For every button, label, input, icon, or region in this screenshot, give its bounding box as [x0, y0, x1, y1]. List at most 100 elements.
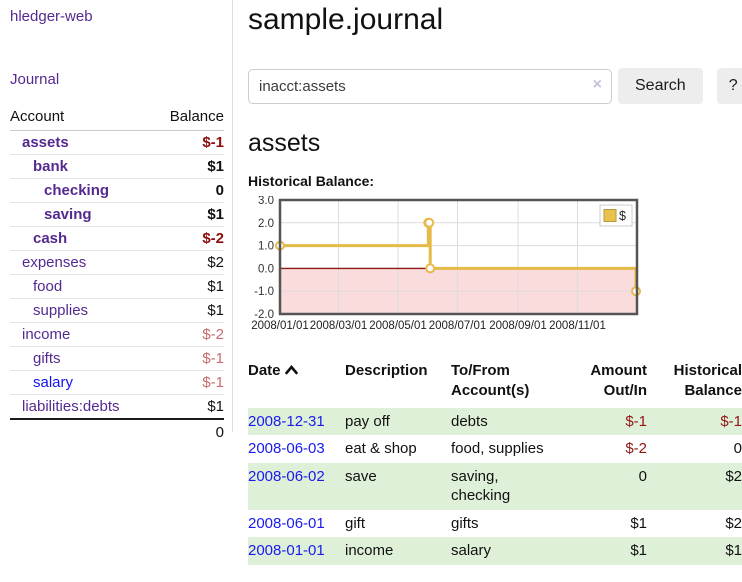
transaction-accounts: food, supplies — [451, 440, 544, 457]
transaction-amount: $-2 — [625, 440, 647, 457]
svg-text:3.0: 3.0 — [258, 196, 274, 207]
transaction-date-link[interactable]: 2008-06-01 — [248, 514, 325, 532]
accounts-header-balance: Balance — [153, 105, 224, 131]
transaction-amount: $1 — [630, 542, 647, 559]
transaction-date-link[interactable]: 2008-06-03 — [248, 440, 325, 457]
search-input[interactable] — [248, 68, 612, 104]
account-row: liabilities:debts $1 — [10, 394, 224, 420]
account-link-salary[interactable]: salary — [33, 374, 74, 391]
transaction-balance: $-1 — [720, 412, 742, 430]
main-content: sample.journal × Search ? assets Histori… — [233, 0, 742, 565]
transaction-balance: $2 — [725, 467, 742, 485]
svg-text:2.0: 2.0 — [258, 218, 274, 230]
search-bar: × Search ? — [248, 68, 742, 104]
account-link-food[interactable]: food — [33, 278, 63, 295]
transaction-balance: $1 — [725, 542, 742, 559]
transaction-amount: $1 — [630, 514, 647, 532]
account-balance: $-2 — [153, 322, 224, 347]
svg-text:2008/09/01: 2008/09/01 — [489, 320, 547, 332]
transaction-date-link[interactable]: 2008-06-02 — [248, 467, 325, 485]
account-link-assets[interactable]: assets — [22, 134, 69, 151]
transaction-balance: $2 — [725, 514, 742, 532]
transaction-date-link[interactable]: 2008-12-31 — [248, 412, 325, 430]
transaction-description: eat & shop — [345, 440, 417, 457]
account-link-income[interactable]: income — [22, 326, 71, 343]
search-button[interactable]: Search — [618, 68, 703, 104]
transaction-accounts: debts — [451, 412, 488, 430]
accounts-total-value: 0 — [153, 418, 224, 444]
sidebar: hledger-web Journal Account Balance asse… — [0, 0, 233, 444]
register-row: 2008-12-31 pay off debts $-1 $-1 — [248, 407, 742, 435]
help-button[interactable]: ? — [716, 68, 742, 104]
transaction-accounts: gifts — [451, 514, 479, 532]
transaction-amount: $-1 — [625, 412, 647, 430]
account-row: supplies $1 — [10, 298, 224, 323]
transaction-description: pay off — [345, 412, 390, 430]
transaction-amount: 0 — [638, 467, 647, 485]
account-balance: $-1 — [153, 346, 224, 371]
accounts-table: Account Balance assets $-1 bank $1 check… — [10, 105, 224, 444]
svg-text:2008/01/01: 2008/01/01 — [251, 320, 309, 332]
account-link-gifts[interactable]: gifts — [33, 350, 61, 367]
account-row: checking 0 — [10, 178, 224, 203]
accounts-header-row: Account Balance — [10, 105, 224, 131]
svg-text:2008/03/01: 2008/03/01 — [310, 320, 368, 332]
account-row: assets $-1 — [10, 130, 224, 155]
account-link-liabilities-debts[interactable]: liabilities:debts — [22, 398, 120, 415]
account-balance: $1 — [153, 298, 224, 323]
transaction-accounts: saving, checking — [451, 467, 511, 505]
account-row: cash $-2 — [10, 226, 224, 251]
chart-title: Historical Balance: — [248, 173, 375, 189]
transaction-date-link[interactable]: 2008-01-01 — [248, 542, 325, 559]
svg-text:-2.0: -2.0 — [254, 309, 274, 321]
account-link-saving[interactable]: saving — [44, 206, 92, 223]
register-header-amount: Amount Out/In — [590, 362, 647, 400]
app-title[interactable]: hledger-web — [10, 8, 93, 25]
account-balance: $2 — [153, 250, 224, 275]
sidebar-item-journal[interactable]: Journal — [10, 71, 60, 88]
page-title: sample.journal — [248, 3, 444, 36]
account-link-supplies[interactable]: supplies — [33, 302, 89, 319]
page: hledger-web Journal Account Balance asse… — [0, 0, 742, 565]
account-link-checking[interactable]: checking — [44, 182, 110, 199]
account-row: bank $1 — [10, 154, 224, 179]
register-header-row: Date Description To/From Account(s) Amou… — [248, 359, 742, 408]
account-link-cash[interactable]: cash — [33, 230, 68, 247]
transaction-accounts: salary — [451, 542, 492, 559]
account-row: salary $-1 — [10, 370, 224, 395]
account-row: saving $1 — [10, 202, 224, 227]
chart-container: 3.0 2.0 1.0 0.0 -1.0 -2.0 2008/01/01 2008/03/01… — [248, 195, 742, 342]
transaction-description: gift — [345, 514, 366, 532]
transaction-description: income — [345, 542, 394, 559]
account-row: income $-2 — [10, 322, 224, 347]
account-balance: $-1 — [153, 130, 224, 155]
transaction-description: save — [345, 467, 377, 485]
account-heading: assets — [248, 129, 321, 157]
account-link-expenses[interactable]: expenses — [22, 254, 87, 271]
account-link-bank[interactable]: bank — [33, 158, 69, 175]
register-header-description: Description — [345, 362, 428, 379]
svg-text:2008/07/01: 2008/07/01 — [429, 320, 487, 332]
account-balance: $-1 — [153, 370, 224, 395]
svg-text:2008/05/01: 2008/05/01 — [369, 320, 427, 332]
sort-ascending-icon — [284, 361, 298, 381]
svg-text:0.0: 0.0 — [258, 263, 274, 275]
register-header-balance: Historical Balance — [673, 362, 742, 400]
account-row: expenses $2 — [10, 250, 224, 275]
svg-text:1.0: 1.0 — [258, 241, 274, 253]
account-balance: $1 — [153, 274, 224, 299]
accounts-total-row: 0 — [10, 418, 224, 444]
register-header-accounts: To/From Account(s) — [451, 362, 530, 400]
register-row: 2008-01-01 income salary $1 $1 — [248, 537, 742, 565]
accounts-header-account: Account — [10, 105, 154, 131]
clear-search-icon[interactable]: × — [592, 75, 602, 93]
transaction-balance: 0 — [733, 440, 742, 457]
svg-text:2008/11/01: 2008/11/01 — [549, 320, 606, 332]
account-balance: $1 — [153, 394, 224, 420]
register-header-date[interactable]: Date — [248, 359, 345, 408]
account-row: food $1 — [10, 274, 224, 299]
account-balance: $-2 — [153, 226, 224, 251]
svg-text:-1.0: -1.0 — [254, 286, 274, 298]
register-row: 2008-06-02 save saving, checking 0 $2 — [248, 462, 742, 510]
